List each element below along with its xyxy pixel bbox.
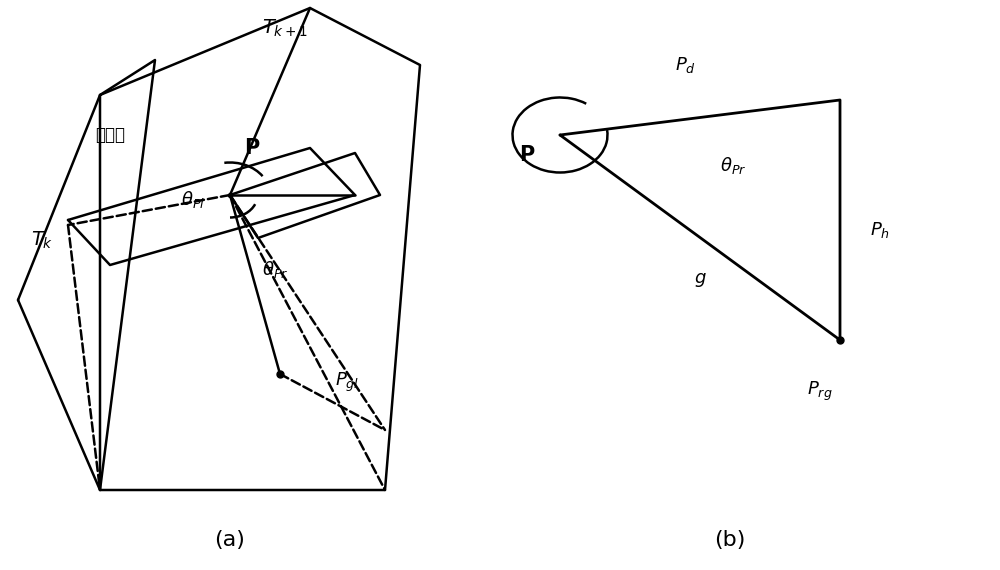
Text: (a): (a) xyxy=(215,530,245,550)
Text: $P_d$: $P_d$ xyxy=(675,55,695,75)
Text: $P_h$: $P_h$ xyxy=(870,220,890,240)
Text: $P_{rg}$: $P_{rg}$ xyxy=(807,380,833,403)
Text: (b): (b) xyxy=(714,530,746,550)
Text: $\mathbf{P}$: $\mathbf{P}$ xyxy=(244,138,260,158)
Text: $P_{gl}$: $P_{gl}$ xyxy=(335,370,359,394)
Text: $\theta_{Pr}$: $\theta_{Pr}$ xyxy=(720,155,746,176)
Text: $\theta_{Pr}$: $\theta_{Pr}$ xyxy=(262,259,288,280)
Text: $\mathbf{P}$: $\mathbf{P}$ xyxy=(519,145,535,165)
Text: 水平面: 水平面 xyxy=(95,126,125,144)
Text: $\theta_{Pl}$: $\theta_{Pl}$ xyxy=(181,189,205,210)
Text: $g$: $g$ xyxy=(694,271,706,289)
Text: $T_k$: $T_k$ xyxy=(31,229,53,251)
Text: $T_{k+1}$: $T_{k+1}$ xyxy=(262,18,308,39)
